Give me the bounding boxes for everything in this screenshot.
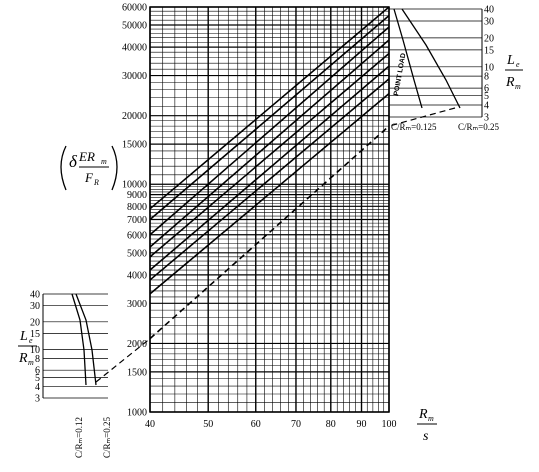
y-tick-label: 60000 xyxy=(122,3,147,14)
plot-frame xyxy=(149,6,390,413)
series-line-2 xyxy=(149,14,390,221)
y-tick-label: 2000 xyxy=(127,339,147,350)
tr-scale-tick-label: 5 xyxy=(484,91,489,102)
main-series-lines xyxy=(95,6,456,383)
bl-scale-tick-label: 15 xyxy=(30,329,40,340)
bl-label-numerator-sub: e xyxy=(29,336,33,345)
tr-label-numerator-sub: e xyxy=(516,60,520,69)
tr-scale-tick-label: 40 xyxy=(484,5,494,16)
y-label-denominator: F xyxy=(84,170,94,185)
y-tick-label: 3000 xyxy=(127,299,147,310)
y-tick-label: 1500 xyxy=(127,367,147,378)
bl-scale-tick-label: 4 xyxy=(35,382,40,393)
x-tick-label: 40 xyxy=(145,419,155,430)
annotation-c-012-rotated: C/Rₘ=0.12 xyxy=(74,417,84,458)
bl-scale-tick-label: 20 xyxy=(30,317,40,328)
bl-label-denominator: R xyxy=(18,351,28,366)
tr-label-numerator: L xyxy=(506,53,515,68)
series-line-1 xyxy=(149,6,390,210)
bl-scale-tick-label: 40 xyxy=(30,290,40,301)
y-tick-label: 9000 xyxy=(127,190,147,201)
y-tick-label: 1000 xyxy=(127,408,147,419)
annotation-c-025-rotated: C/Rₘ=0.25 xyxy=(102,417,112,458)
main-grid xyxy=(149,6,390,413)
y-tick-label: 50000 xyxy=(122,21,147,32)
y-axis-label: δ ER m F R xyxy=(60,145,118,191)
y-tick-label: 30000 xyxy=(122,71,147,82)
bl-scale-label: L e R m xyxy=(18,329,37,367)
x-tick-label: 100 xyxy=(382,419,397,430)
bl-scale-tick-label: 30 xyxy=(30,301,40,312)
y-label-denominator-sub: R xyxy=(93,178,99,187)
annotation-c-025: C/Rₘ=0.25 xyxy=(458,122,499,132)
tr-scale-tick-label: 15 xyxy=(484,45,494,56)
y-label-delta: δ xyxy=(69,152,78,171)
y-tick-label: 8000 xyxy=(127,202,147,213)
series-line-9 xyxy=(149,125,390,340)
bl-scale-tick-label: 3 xyxy=(35,394,40,405)
bl-scale-tick-label: 8 xyxy=(35,354,40,365)
main-tick-labels: 1000 1500 2000 3000 4000 5000 6000 7000 80009000… xyxy=(122,3,397,431)
y-tick-label: 7000 xyxy=(127,215,147,226)
x-tick-label: 80 xyxy=(326,419,336,430)
tr-scale-label: L e R m xyxy=(505,53,523,91)
y-tick-label: 40000 xyxy=(122,43,147,54)
tr-scale-tick-label: 6 xyxy=(484,84,489,95)
bl-label-numerator: L xyxy=(19,329,28,344)
tr-scale-tick-label: 10 xyxy=(484,62,494,73)
x-label-numerator-sub: m xyxy=(428,414,434,423)
y-tick-label: 4000 xyxy=(127,270,147,281)
y-tick-label: 15000 xyxy=(122,140,147,151)
tr-scale-tick-label: 3 xyxy=(484,113,489,124)
series-line-3 xyxy=(149,26,390,236)
bl-curve-c012 xyxy=(71,293,87,386)
dashed-extension-left xyxy=(95,338,151,383)
tr-scale-tick-label: 20 xyxy=(484,33,494,44)
tr-label-denominator-sub: m xyxy=(515,82,521,91)
annotation-c-0125: C/Rₘ=0.125 xyxy=(391,122,437,132)
x-label-denominator: s xyxy=(423,429,429,444)
x-tick-label: 60 xyxy=(251,419,261,430)
tr-curve-c0125 xyxy=(393,8,423,109)
x-label-numerator: R xyxy=(418,407,428,422)
bl-scale-tick-label: 6 xyxy=(35,366,40,377)
x-tick-label: 90 xyxy=(357,419,367,430)
series-line-7 xyxy=(149,78,390,281)
series-line-4 xyxy=(149,39,390,248)
annotation-point-load: POINT LOAD xyxy=(393,53,407,97)
y-tick-label: 20000 xyxy=(122,111,147,122)
tr-scale-tick-label: 30 xyxy=(484,16,494,27)
series-line-5 xyxy=(149,52,390,258)
y-tick-label: 10000 xyxy=(122,180,147,191)
bl-scale-tick-label: 5 xyxy=(35,373,40,384)
tr-scale-tick-label: 4 xyxy=(484,101,489,112)
y-label-numerator: ER xyxy=(78,149,95,164)
bl-curve-c025 xyxy=(75,293,97,386)
y-tick-label: 5000 xyxy=(127,248,147,259)
x-tick-label: 70 xyxy=(291,419,301,430)
bl-scale-tick-label: 10 xyxy=(30,345,40,356)
x-tick-label: 50 xyxy=(203,419,213,430)
bl-label-denominator-sub: m xyxy=(28,358,34,367)
series-line-8 xyxy=(149,92,390,295)
tr-curve-c025 xyxy=(401,8,461,109)
series-line-6 xyxy=(149,65,390,271)
tr-label-denominator: R xyxy=(505,75,515,90)
y-label-numerator-sub: m xyxy=(101,157,107,166)
x-axis-label: R m s xyxy=(417,407,437,444)
tr-scale-tick-label: 8 xyxy=(484,72,489,83)
y-tick-label: 6000 xyxy=(127,230,147,241)
